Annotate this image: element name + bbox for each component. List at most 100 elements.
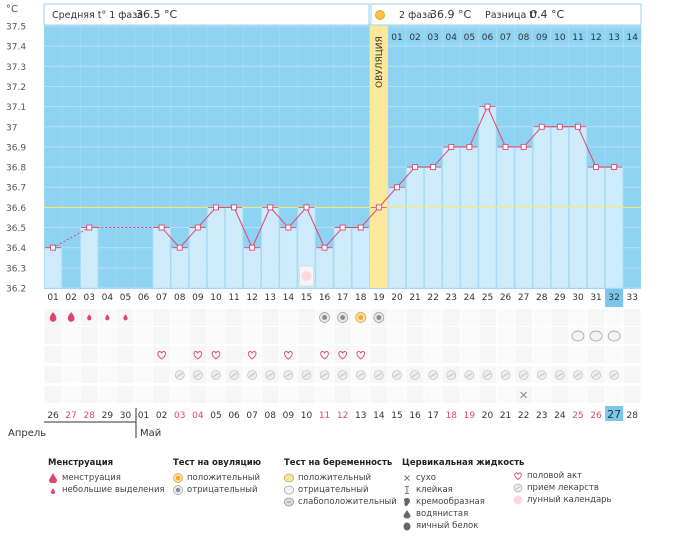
legend-other: половой акт прием лекарств лунный календ… <box>513 470 612 506</box>
symptom-cell <box>442 309 460 326</box>
top-day-number: 11 <box>572 33 583 43</box>
temperature-bar <box>152 227 171 289</box>
temperature-point <box>339 224 346 231</box>
symptom-cell <box>116 346 134 363</box>
symptom-cell <box>406 309 424 326</box>
pill-line <box>230 372 238 378</box>
top-day-cell <box>514 27 533 45</box>
symptom-cell <box>569 386 587 403</box>
y-tick-label: 36.9 <box>6 143 26 153</box>
ovulation-test-dot <box>376 315 382 320</box>
symptom-cell <box>225 386 243 403</box>
cycle-day-label: 19 <box>373 293 385 303</box>
temperature-bar <box>261 207 280 289</box>
symptom-cell <box>460 386 478 403</box>
ovulation-test-dot <box>340 315 346 320</box>
top-day-cell <box>622 27 642 45</box>
symptom-cell <box>297 309 315 326</box>
symptom-cell <box>460 346 478 363</box>
moon-marker <box>298 265 314 287</box>
pill-line <box>285 372 292 378</box>
legend-ovulation-test: Тест на овуляцию положительный отрицател… <box>173 458 261 496</box>
top-day-cell <box>550 27 570 45</box>
symptom-cell <box>551 327 569 344</box>
legend-pregnancy-test: Тест на беременность положительный отриц… <box>284 458 397 508</box>
legend-menstruation-title: Менструация <box>48 458 114 468</box>
symptom-cell <box>388 309 406 326</box>
top-day-number: 13 <box>608 33 619 43</box>
legend-cervical-title: Цервикальная жидкость <box>402 458 525 468</box>
y-tick-label: 37.4 <box>6 43 26 53</box>
legend-label: отрицательный <box>298 485 369 495</box>
symptom-cell <box>497 346 515 363</box>
symptom-cell <box>334 386 352 403</box>
y-tick-label: 36.4 <box>6 244 26 254</box>
cervical-dry-cross <box>520 391 528 399</box>
line-segment <box>523 126 543 148</box>
legend-menstruation: Менструация менструация небольшие выделе… <box>48 458 165 496</box>
calendar-date: 27 <box>65 411 76 421</box>
temperature-bar <box>496 146 515 289</box>
symptom-cell <box>388 346 406 363</box>
temperature-point <box>575 123 581 130</box>
cycle-day-label: 09 <box>192 293 204 303</box>
symptom-cell <box>478 386 496 403</box>
temperature-bar <box>514 146 533 289</box>
cycle-day-label: 16 <box>319 293 331 303</box>
symptom-cell <box>189 386 207 403</box>
temperature-point <box>375 204 382 211</box>
ovulation-positive-icon <box>173 473 183 483</box>
month-label-may: Май <box>140 428 161 439</box>
symptom-cell <box>478 327 496 344</box>
moon-icon <box>513 495 523 505</box>
symptom-cell <box>388 386 406 403</box>
calendar-date: 23 <box>536 411 547 421</box>
symptom-cell <box>587 309 605 326</box>
calendar-date: 27 <box>607 408 621 421</box>
temperature-points <box>45 103 623 251</box>
legend: Менструация менструация небольшие выделе… <box>48 458 668 553</box>
temperature-point <box>484 103 491 110</box>
symptom-cell <box>515 327 533 344</box>
temperature-point <box>267 204 274 211</box>
symptom-cell <box>261 309 279 326</box>
legend-item: прием лекарств <box>513 482 612 494</box>
symptom-cell <box>98 327 116 344</box>
top-day-number: 07 <box>500 33 511 43</box>
symptom-cell <box>623 327 641 344</box>
pill-line <box>303 372 310 378</box>
top-day-number: 06 <box>482 33 494 43</box>
symptom-cell <box>171 309 189 326</box>
symptom-cell <box>533 346 551 363</box>
pregnancy-negative-icon <box>284 485 294 495</box>
symptom-cell <box>334 346 352 363</box>
cycle-day-label: 27 <box>518 293 529 303</box>
symptom-cell <box>497 327 515 344</box>
cycle-day-label: 32 <box>608 293 619 303</box>
top-day-number: 01 <box>391 33 402 43</box>
symptom-cell <box>171 386 189 403</box>
symptom-cell <box>497 309 515 326</box>
sun-icon <box>375 10 385 20</box>
top-day-number: 08 <box>518 33 530 43</box>
intercourse-heart <box>211 351 221 360</box>
line-segment <box>197 207 217 228</box>
temperature-point <box>394 184 400 191</box>
phase2-value: 36.9 °C <box>430 8 471 21</box>
egg-white-icon <box>403 522 411 531</box>
line-segment <box>468 106 488 148</box>
temperature-point <box>593 164 599 171</box>
symptom-cell <box>135 309 153 326</box>
line-segment <box>396 166 416 188</box>
temperature-point <box>285 224 292 231</box>
temperature-point <box>303 204 310 211</box>
line-segment <box>486 106 507 148</box>
symptom-cell <box>406 327 424 344</box>
symptom-cell <box>189 327 207 344</box>
line-segment <box>287 207 307 228</box>
line-segment <box>324 227 344 249</box>
legend-label: половой акт <box>527 471 583 481</box>
grid <box>43 25 642 289</box>
today-date-highlight <box>605 406 624 421</box>
temperature-bar <box>351 227 370 289</box>
